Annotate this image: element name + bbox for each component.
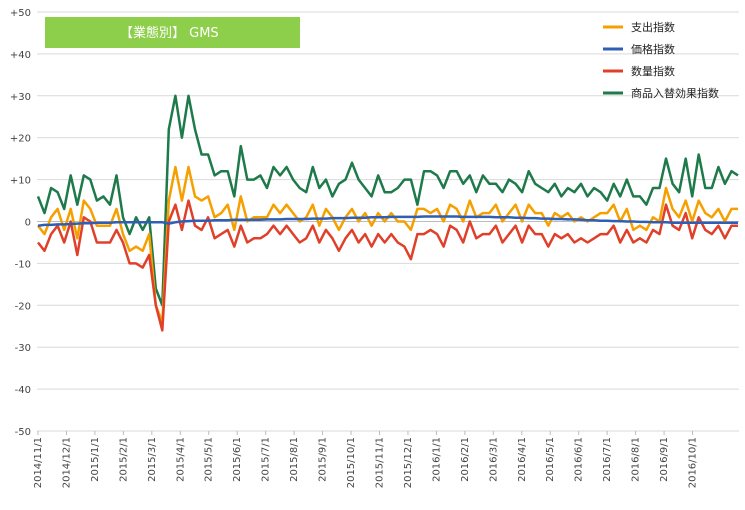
y-tick-label: -50 — [15, 427, 31, 438]
x-tick-label: 2016/4/1 — [517, 437, 528, 482]
legend-label: 数量指数 — [631, 64, 675, 78]
x-tick-label: 2016/7/1 — [602, 437, 613, 482]
x-tick-label: 2015/3/1 — [147, 437, 158, 482]
y-tick-label: +20 — [10, 134, 31, 145]
y-tick-label: +30 — [10, 92, 31, 103]
x-tick-label: 2016/2/1 — [460, 437, 471, 482]
x-tick-label: 2016/8/1 — [631, 437, 642, 482]
chart-title: 【業態別】 GMS — [120, 25, 219, 41]
x-tick-label: 2014/11/1 — [33, 437, 44, 488]
series-lines — [36, 94, 739, 332]
x-tick-label: 2015/9/1 — [318, 437, 329, 482]
y-tick-label: -20 — [15, 301, 31, 312]
x-tick-label: 2015/7/1 — [261, 437, 272, 482]
x-tick-label: 2016/1/1 — [431, 437, 442, 482]
x-tick-label: 2015/8/1 — [289, 437, 300, 482]
x-tick-label: 2016/6/1 — [574, 437, 585, 482]
legend-label: 価格指数 — [631, 42, 675, 56]
y-tick-label: -10 — [15, 259, 31, 270]
legend-label: 商品入替効果指数 — [631, 86, 719, 100]
y-tick-label: -40 — [15, 385, 31, 396]
x-tick-label: 2016/9/1 — [659, 437, 670, 482]
x-tick-label: 2015/5/1 — [204, 437, 215, 482]
x-tick-label: 2016/5/1 — [545, 437, 556, 482]
x-tick-label: 2016/10/1 — [688, 437, 699, 488]
series-line-1 — [37, 215, 738, 227]
series-line-3 — [36, 94, 739, 307]
y-tick-label: +10 — [10, 176, 31, 187]
x-tick-label: 2015/12/1 — [403, 437, 414, 488]
x-tick-label: 2015/1/1 — [90, 437, 101, 482]
x-tick-label: 2014/12/1 — [61, 437, 72, 488]
x-tick-label: 2016/3/1 — [488, 437, 499, 482]
x-tick-label: 2015/2/1 — [118, 437, 129, 482]
x-axis-ticks: 2014/11/1 2014/12/1 2015/1/1 2015/2/1 2015/3… — [33, 431, 699, 488]
x-tick-label: 2015/4/1 — [175, 437, 186, 482]
y-tick-label: 0 — [25, 218, 31, 229]
y-tick-label: +40 — [10, 50, 31, 61]
x-tick-label: 2015/6/1 — [232, 437, 243, 482]
x-tick-label: 2015/10/1 — [346, 437, 357, 488]
y-tick-label: +50 — [10, 8, 31, 19]
chart-title-background — [45, 17, 300, 48]
series-line-2 — [37, 199, 738, 332]
chart-title-box: 【業態別】 GMS — [45, 17, 300, 48]
legend-label: 支出指数 — [631, 20, 675, 34]
y-axis-ticks: +50 +40 +30 +20 +10 0 -10 -20 -30 -40 -50 — [10, 8, 31, 438]
y-tick-label: -30 — [15, 343, 31, 354]
series-line-0 — [37, 165, 738, 324]
x-tick-label: 2015/11/1 — [374, 437, 385, 488]
